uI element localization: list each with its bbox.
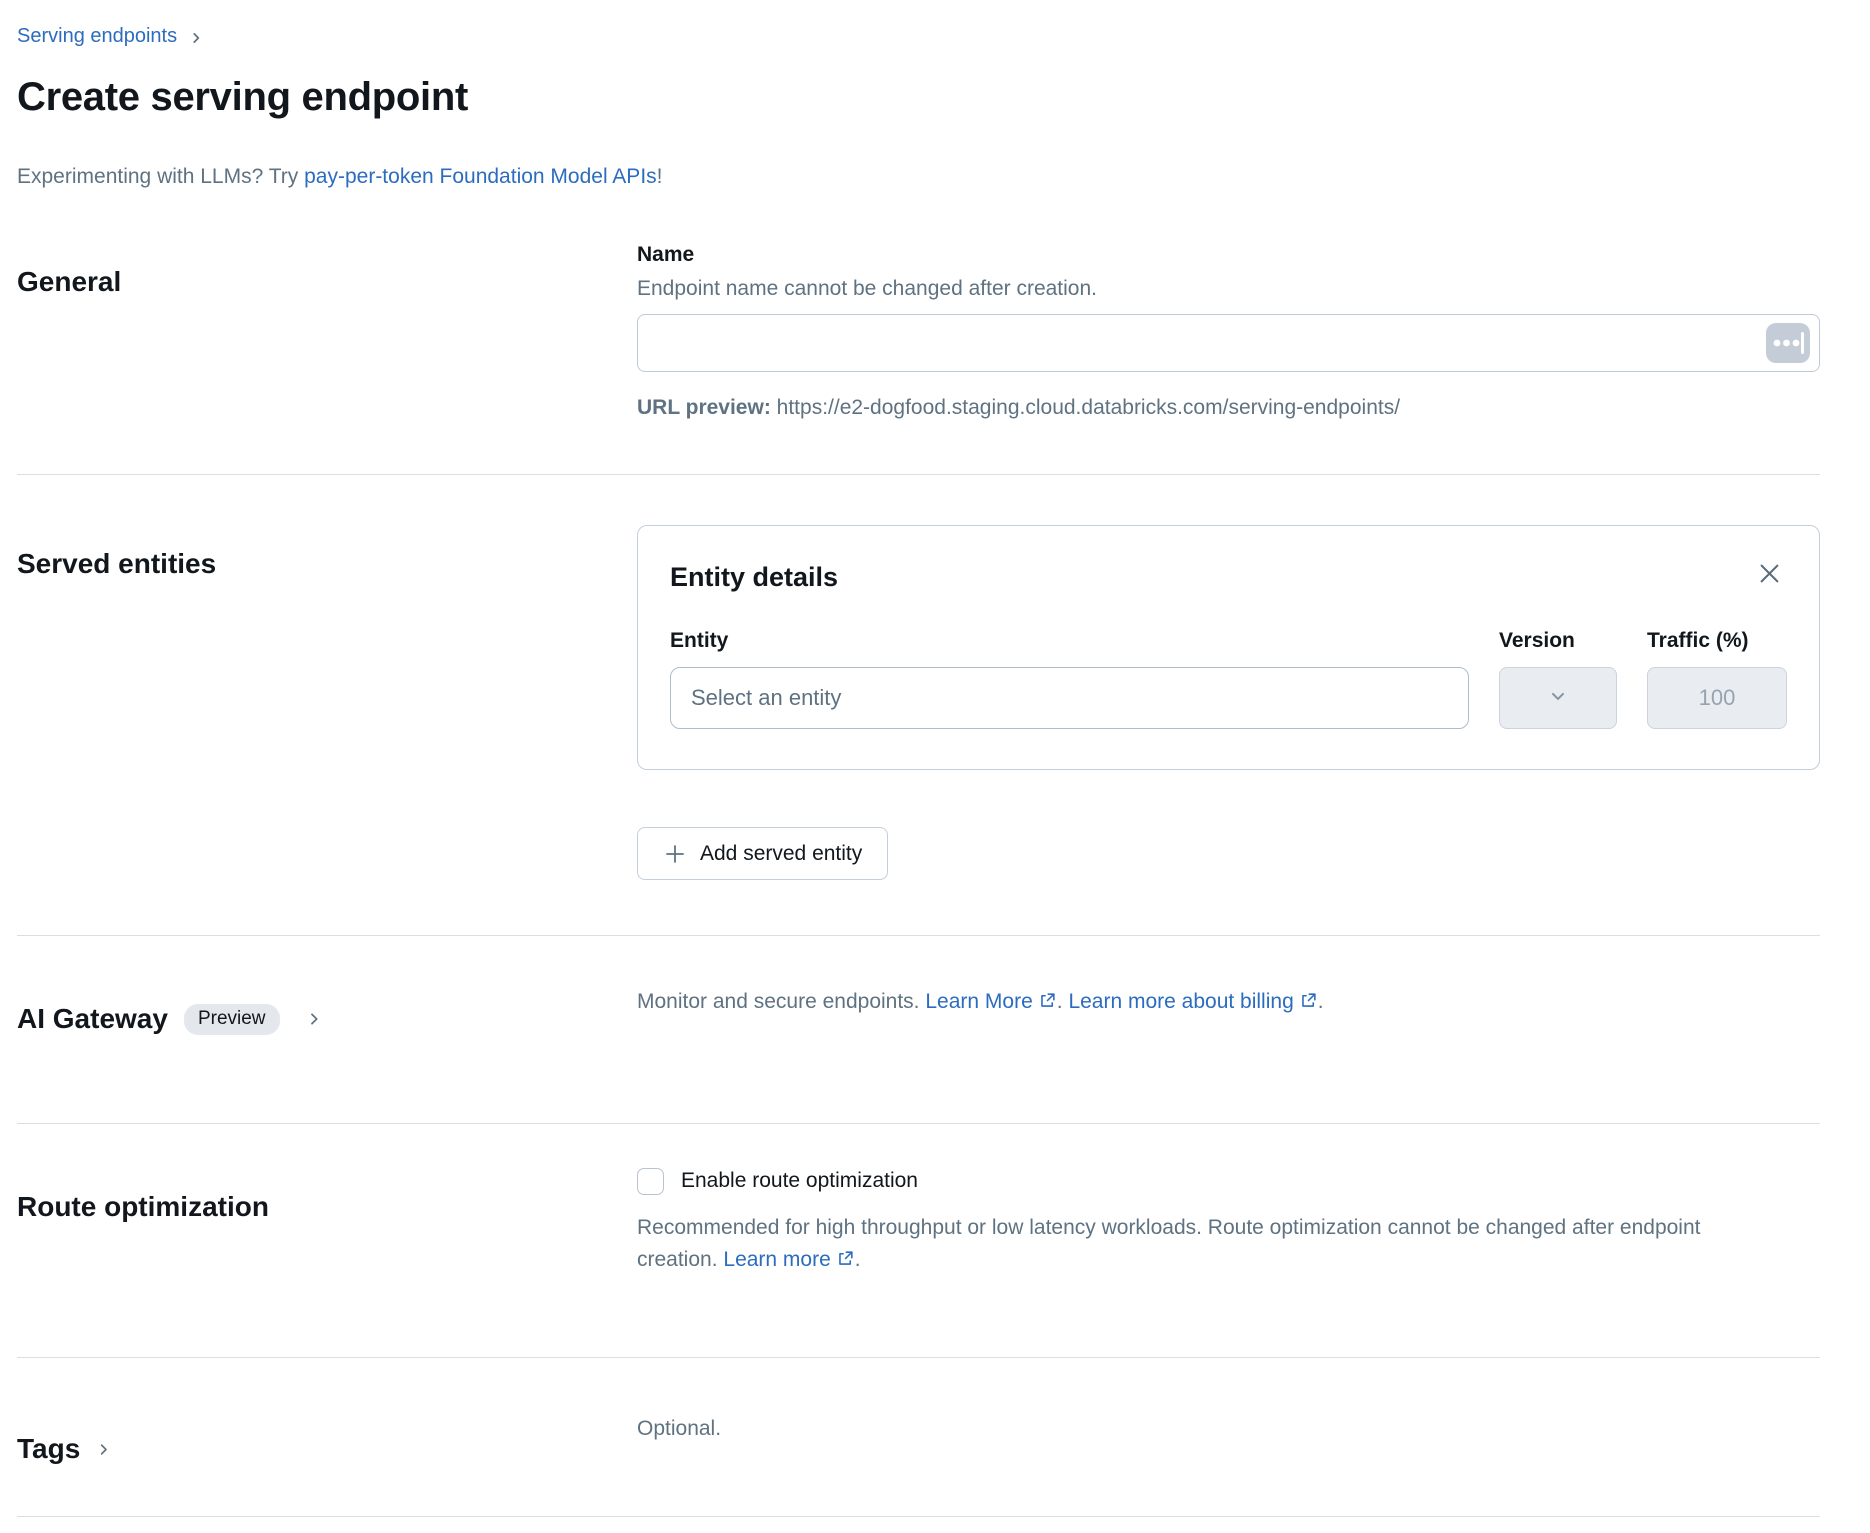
remove-served-entity-button[interactable]	[1752, 556, 1787, 591]
endpoint-name-input[interactable]	[637, 314, 1820, 372]
entity-details-title: Entity details	[670, 562, 839, 592]
version-label: Version	[1499, 629, 1575, 652]
period: .	[1317, 990, 1324, 1013]
external-link-icon	[1038, 989, 1057, 1018]
chevron-right-icon	[189, 31, 203, 45]
route-optimization-help-text: Recommended for high throughput or low l…	[637, 1215, 1701, 1272]
tags-expand-chevron-icon[interactable]	[96, 1442, 111, 1457]
enable-route-optimization-checkbox[interactable]	[637, 1167, 664, 1195]
url-preview: URL preview: https://e2-dogfood.staging.…	[637, 396, 1820, 420]
name-help-text: Endpoint name cannot be changed after cr…	[637, 277, 1097, 300]
section-route-optimization: Route optimization Enable route optimiza…	[17, 1122, 1820, 1357]
route-optimization-help: Recommended for high throughput or low l…	[637, 1212, 1757, 1279]
ai-gateway-expand-chevron-icon[interactable]	[306, 1011, 322, 1027]
foundation-model-apis-link[interactable]: pay-per-token Foundation Model APIs	[304, 165, 657, 188]
entity-details-card: Entity details Entity V	[637, 525, 1820, 770]
entity-select-input[interactable]	[670, 667, 1469, 729]
external-link-icon	[836, 1246, 855, 1279]
subtitle-text: Experimenting with LLMs? Try	[17, 165, 305, 188]
general-heading: General	[17, 266, 122, 298]
served-entities-heading: Served entities	[17, 548, 217, 580]
section-served-entities: Served entities Entity details E	[17, 474, 1820, 935]
url-preview-value: https://e2-dogfood.staging.cloud.databri…	[776, 396, 1401, 419]
add-served-entity-button[interactable]: Add served entity	[637, 827, 889, 880]
bottom-divider	[17, 1516, 1820, 1533]
version-select[interactable]	[1499, 667, 1617, 729]
close-icon	[1756, 564, 1783, 590]
chevron-down-icon	[1548, 686, 1568, 711]
tags-optional-text: Optional.	[637, 1416, 722, 1440]
traffic-percent-input[interactable]	[1647, 667, 1787, 729]
name-label: Name	[637, 243, 695, 266]
subtitle: Experimenting with LLMs? Try pay-per-tok…	[17, 165, 1820, 189]
page-title: Create serving endpoint	[17, 75, 468, 119]
tags-heading: Tags	[17, 1432, 81, 1464]
plus-icon	[663, 842, 687, 866]
period: .	[854, 1248, 861, 1272]
traffic-label: Traffic (%)	[1647, 629, 1749, 652]
name-generator-icon[interactable]	[1766, 323, 1810, 363]
subtitle-bang: !	[656, 165, 663, 188]
entity-label: Entity	[670, 629, 729, 652]
ai-gateway-description-text: Monitor and secure endpoints.	[637, 990, 920, 1013]
breadcrumb: Serving endpoints	[17, 25, 1820, 48]
period: .	[1056, 990, 1063, 1013]
external-link-icon	[1299, 989, 1318, 1018]
section-general: General Name Endpoint name cannot be cha…	[17, 243, 1820, 474]
add-served-entity-label: Add served entity	[700, 841, 863, 865]
ai-gateway-heading: AI Gateway	[17, 1003, 168, 1035]
breadcrumb-serving-endpoints-link[interactable]: Serving endpoints	[17, 25, 178, 47]
route-optimization-heading: Route optimization	[17, 1190, 269, 1222]
url-preview-label: URL preview:	[637, 396, 771, 419]
section-ai-gateway: AI Gateway Preview Monitor and secure en…	[17, 935, 1820, 1123]
learn-more-billing-link[interactable]: Learn more about billing	[1068, 990, 1317, 1013]
route-learn-more-link[interactable]: Learn more	[723, 1248, 854, 1271]
preview-badge: Preview	[183, 1003, 280, 1035]
learn-more-link[interactable]: Learn More	[925, 990, 1056, 1013]
enable-route-optimization-label[interactable]: Enable route optimization	[681, 1169, 918, 1193]
section-tags: Tags Optional.	[17, 1356, 1820, 1517]
ai-gateway-description: Monitor and secure endpoints. Learn More…	[637, 987, 1820, 1018]
